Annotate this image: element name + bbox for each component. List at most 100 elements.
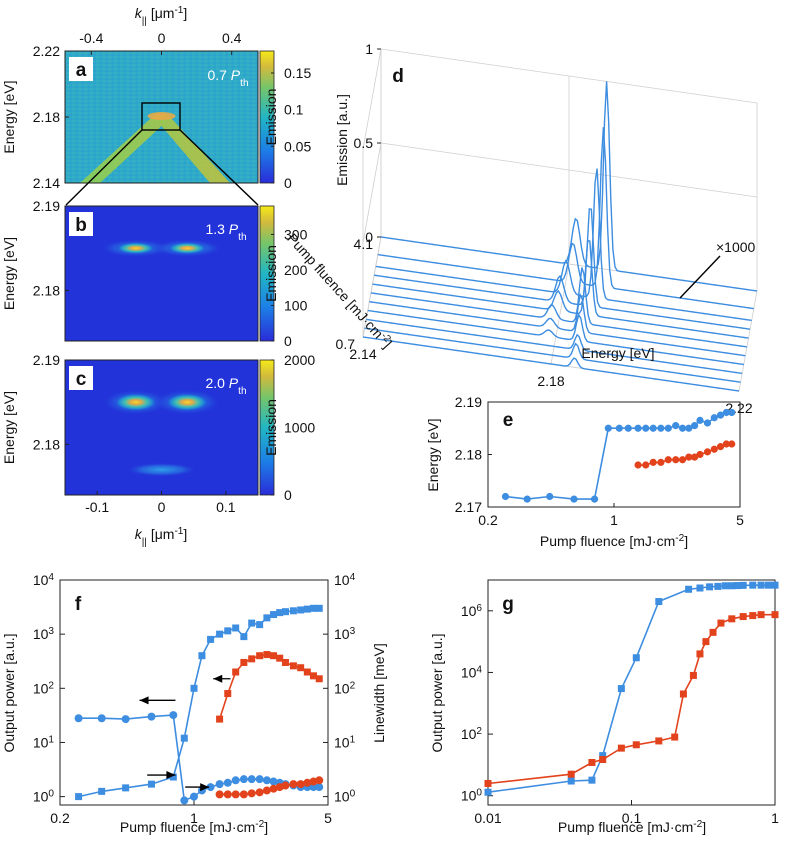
label-part: [μm <box>147 526 175 542</box>
y-tick-label: 2.14 <box>33 175 60 191</box>
colorbar <box>259 205 275 342</box>
data-point <box>281 658 289 666</box>
label-part: P <box>231 67 241 83</box>
data-point <box>240 658 248 666</box>
data-point <box>281 781 290 790</box>
panel-label: f <box>75 594 82 615</box>
data-point-blue <box>599 752 607 760</box>
label-part: k <box>135 5 143 21</box>
data-point-red <box>696 450 704 459</box>
label-part: 1 <box>350 734 356 745</box>
data-point-blue <box>691 422 699 430</box>
spectrum-line <box>374 208 751 330</box>
label-part: ] <box>702 819 706 835</box>
data-point-red <box>678 456 687 464</box>
data-point <box>232 624 240 632</box>
x-tick-label: 0.2 <box>478 512 498 528</box>
x-tick-label: 0 <box>158 499 166 515</box>
data-point-blue <box>739 581 747 589</box>
y-tick-label: 104 <box>461 664 483 681</box>
label-part: || <box>142 537 147 548</box>
data-point <box>270 611 278 619</box>
label-part: 10 <box>461 664 477 680</box>
y-axis-label: Output power [a.u.] <box>429 633 445 752</box>
arrow-head <box>213 674 223 683</box>
label-part: 10 <box>461 603 477 619</box>
label-part: 3 <box>48 626 54 637</box>
y-tick-label: 101 <box>33 734 55 751</box>
y-tick-label: 2.19 <box>33 198 60 214</box>
panel-label-bg <box>69 57 93 81</box>
data-point-blue <box>604 424 612 432</box>
label-part: 2.0 <box>205 375 228 391</box>
annotation-fluence: 2.0 Pth <box>205 375 246 397</box>
y-right-axis-label: Linewidth [meV] <box>371 643 387 743</box>
data-point <box>215 780 224 789</box>
data-point-blue <box>588 776 596 784</box>
data-point-red <box>749 612 757 620</box>
data-point <box>309 672 317 680</box>
data-point-red <box>709 628 717 636</box>
y-tick-label: 2.18 <box>33 436 60 452</box>
data-point-red <box>716 443 725 451</box>
label-part: -2 <box>675 533 684 544</box>
label-part: 10 <box>334 734 350 750</box>
data-point <box>247 775 256 784</box>
label-part: th <box>238 386 246 397</box>
data-point-blue <box>757 581 765 589</box>
data-point <box>303 605 311 613</box>
label-part: ] <box>264 819 268 835</box>
data-point <box>198 652 206 660</box>
data-point-blue <box>523 495 531 503</box>
data-point <box>74 714 83 723</box>
data-point-blue <box>615 424 623 432</box>
label-part: 10 <box>334 680 350 696</box>
colorbar-tick-label: 2000 <box>284 352 315 368</box>
label-part: -1 <box>174 5 183 16</box>
label-part: 10 <box>33 734 49 750</box>
data-point-red <box>722 440 730 448</box>
x-tick-label: 1 <box>771 810 779 826</box>
data-point <box>256 652 264 660</box>
panel-b: 2.18 2.19 Energy [eV] b 1.3 Pth 0 100 200 300 Emi… <box>1 198 308 349</box>
data-point <box>315 604 323 612</box>
data-point <box>147 712 156 721</box>
y-tick-label: 2.19 <box>455 394 482 410</box>
zoom-box <box>141 102 181 131</box>
label-part: P <box>229 375 239 391</box>
data-point-red <box>567 770 575 778</box>
label-part: 10 <box>461 788 477 804</box>
data-point <box>239 790 248 799</box>
data-point <box>270 652 278 660</box>
label-part: 4 <box>476 664 482 675</box>
spectrum-line <box>362 336 740 392</box>
colorbar-tick-label: 0.1 <box>284 102 304 118</box>
data-point <box>169 773 177 781</box>
label-part: || <box>142 16 147 27</box>
data-point <box>190 792 198 801</box>
data-point <box>276 609 284 617</box>
data-point <box>122 784 130 792</box>
x-axis-label: k|| [μm-1] <box>135 526 188 548</box>
x-tick-label: -0.4 <box>79 30 103 46</box>
emission-spot <box>125 462 198 477</box>
spectrum-line <box>366 318 743 375</box>
data-point-blue <box>734 582 742 590</box>
series-line <box>78 607 320 798</box>
data-point-red <box>689 671 697 679</box>
wall-gridline <box>362 142 382 244</box>
data-point <box>297 664 305 672</box>
data-point-red <box>671 733 679 741</box>
y-tick-label: 2.19 <box>33 352 60 368</box>
colorbar-tick-label: 300 <box>284 226 308 242</box>
floor-gridline <box>550 263 570 365</box>
data-point-blue <box>696 416 704 424</box>
data-point <box>269 784 278 793</box>
data-point-blue <box>678 424 687 432</box>
data-point <box>309 783 318 792</box>
data-point <box>121 715 130 724</box>
y-tick-label: 100 <box>461 787 483 804</box>
data-point-red <box>691 453 699 461</box>
